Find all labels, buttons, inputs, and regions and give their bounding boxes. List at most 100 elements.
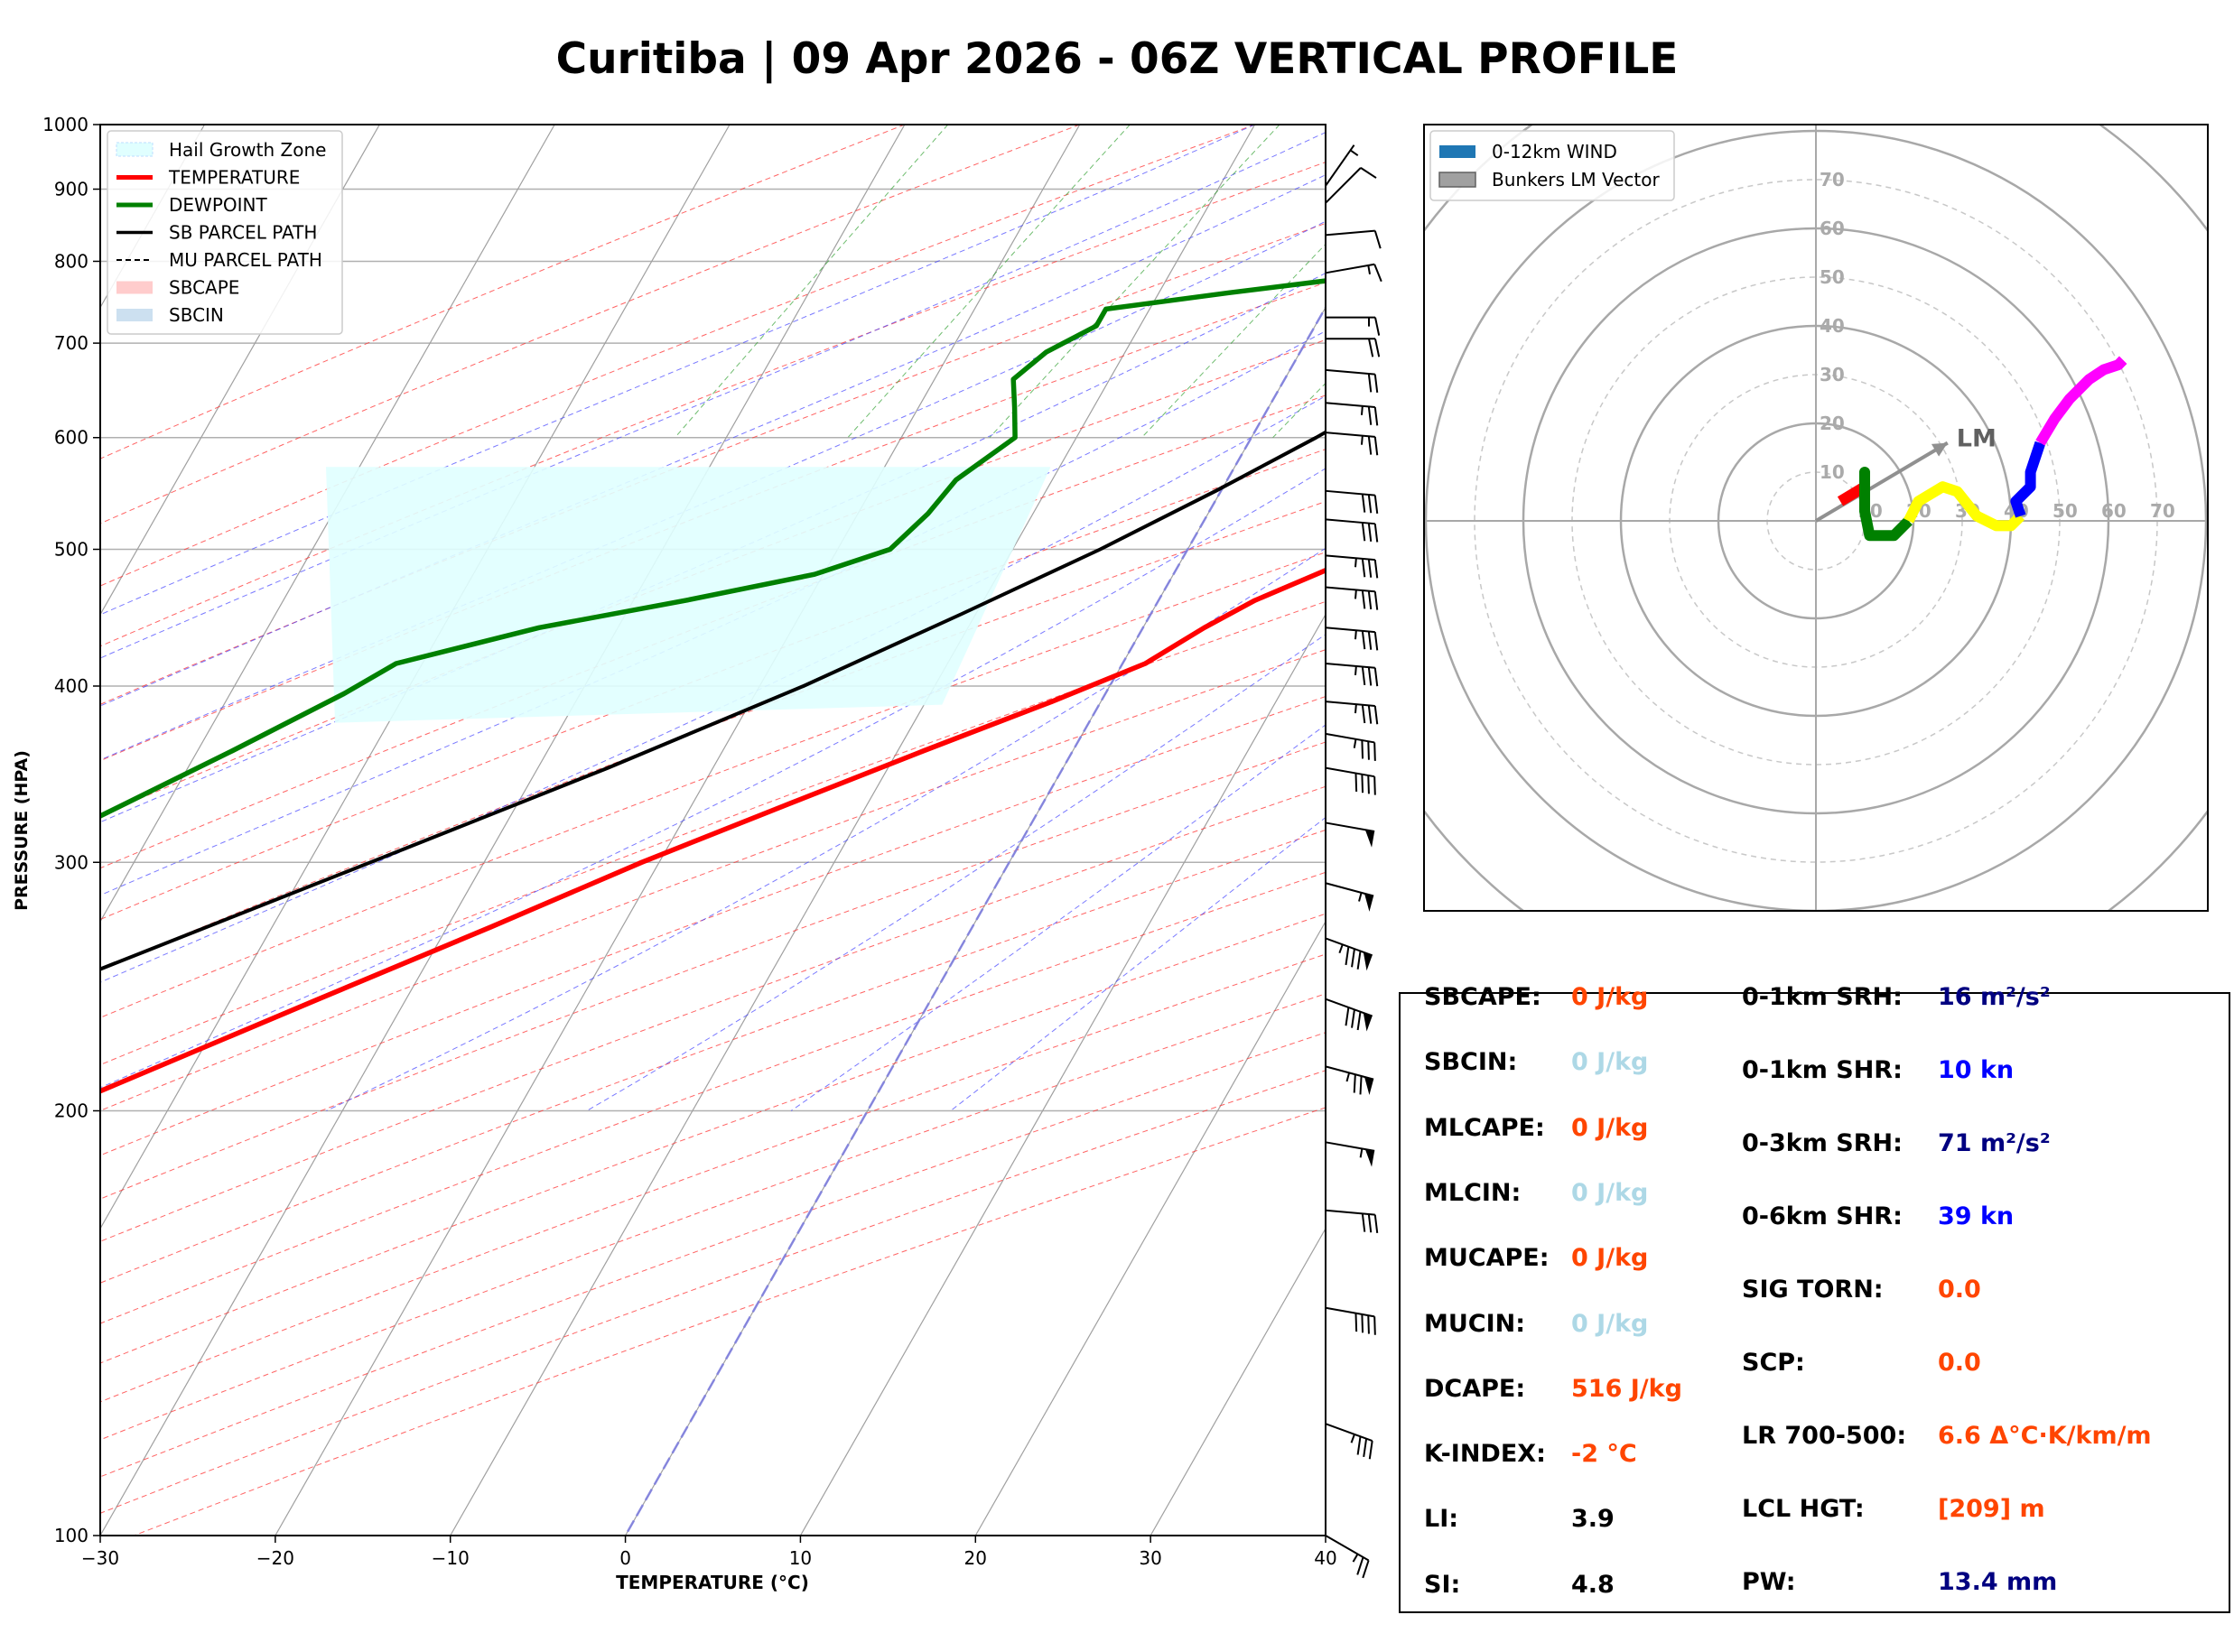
stat-label: MUCAPE: [1424,1244,1550,1273]
wind-barb [1326,338,1381,357]
wind-barb [1325,821,1375,848]
stat-label: SIG TORN: [1742,1276,1884,1304]
dry-adiabat [100,394,1326,869]
x-tick-label: −10 [432,1547,470,1569]
legend-entry-hail: Hail Growth Zone [116,139,326,161]
stat-value: 0.0 [1938,1276,1981,1304]
isotherm-line [450,125,1256,1536]
isotherm-line [100,125,380,616]
wind-barb [1325,882,1374,912]
mixing-ratio-line [675,125,949,439]
wind-barb [1325,701,1379,725]
wind-barb [1325,662,1379,687]
x-tick-label: 30 [1139,1547,1161,1569]
dry-adiabat [100,871,1326,1324]
x-tick-label: 40 [1314,1547,1336,1569]
stat-value: 16 m²/s² [1938,983,2051,1011]
dry-adiabat [100,649,1326,1111]
wind-barb [1325,432,1379,456]
wind-barb [1325,229,1382,249]
x-tick-label: −20 [256,1547,294,1569]
dry-adiabat [100,125,1255,587]
stat-value: 4.8 [1571,1570,1615,1599]
dry-adiabat [100,449,1326,921]
wind-barb [1325,1065,1374,1096]
dewpoint-line [100,278,1326,820]
stat-value: 3.9 [1571,1505,1615,1534]
y-tick-label: 400 [54,675,88,697]
wind-barb [1325,263,1382,283]
dry-adiabat [100,913,1326,1364]
mixing-ratio-line [989,125,1280,439]
stat-label: LR 700-500: [1742,1422,1907,1450]
mixing-ratio-line [1361,125,1673,438]
mixing-ratio-line [847,125,1131,439]
y-tick-label: 700 [54,332,88,354]
dry-adiabat [100,695,1326,1156]
wind-barb [1325,518,1379,543]
stat-value: 39 kn [1938,1202,2015,1230]
mixing-ratio-line [1141,243,1326,439]
legend-label: Hail Growth Zone [169,139,326,161]
moist-adiabat [100,272,1326,823]
y-axis-label: PRESSURE (HPA) [12,750,32,911]
isotherm-line [100,125,906,1536]
stat-label: PW: [1742,1568,1796,1596]
isotherm-line [625,306,1326,1536]
moist-adiabat [100,220,1326,761]
isotherm-line [100,125,731,1230]
y-tick-label: 100 [54,1525,88,1546]
mixing-ratio-line [1480,125,1800,438]
x-tick-label: 10 [789,1547,812,1569]
dry-adiabat [100,162,1326,647]
dry-adiabat [100,125,1080,524]
isotherm-line [275,125,1081,1536]
stat-value: 6.6 Δ°C·K/km/m [1938,1422,2152,1450]
dry-adiabat [100,741,1326,1200]
wind-barb [1325,144,1359,187]
y-tick-label: 900 [54,179,88,200]
wind-barb [1325,1535,1370,1579]
mixing-ratio-line [1667,125,1998,438]
stat-label: DCAPE: [1424,1374,1526,1403]
dry-adiabat [100,829,1326,1284]
sb-parcel-path [100,430,1326,971]
skew-t-frame [99,124,1326,1536]
wind-barb [1325,1423,1373,1460]
dry-adiabat [100,785,1326,1242]
stat-label: SBCAPE: [1424,983,1541,1011]
wind-barb [1326,316,1381,336]
isotherm-line [1150,1227,1326,1536]
moist-adiabat [100,174,1326,707]
stat-label: 0-6km SHR: [1742,1202,1903,1230]
legend-entry-dew: DEWPOINT [116,194,267,216]
hail-growth-zone [326,467,1051,723]
y-tick-label: 800 [54,250,88,272]
stat-label: LI: [1424,1505,1459,1534]
moist-adiabat [790,724,1326,1111]
legend-label: MU PARCEL PATH [169,249,322,271]
isotherm-line [799,613,1326,1536]
moist-adiabat [100,395,1326,983]
wind-barb [1325,626,1379,651]
dry-adiabat [100,600,1326,1066]
wind-barb [1325,1141,1375,1167]
stat-label: 0-1km SRH: [1742,983,1903,1011]
stat-value: 13.4 mm [1938,1568,2058,1596]
legend-entry-cape: SBCAPE [116,277,239,299]
stat-label: MUCIN: [1424,1309,1526,1338]
dry-adiabat [100,222,1326,705]
legend-entry-cin: SBCIN [116,304,224,326]
moist-adiabat [100,125,1255,616]
stat-value: 0 J/kg [1571,1309,1649,1338]
wind-barb [1325,1209,1379,1234]
stat-label: K-INDEX: [1424,1440,1546,1469]
legend-label: DEWPOINT [169,194,267,216]
sounding-parameters-panel: SBCAPE: 0 J/kg SBCIN: 0 J/kg MLCAPE: 0 J/kg ML… [1399,983,2230,1613]
moist-adiabat [100,132,1326,659]
stat-label: 0-1km SHR: [1742,1056,1903,1084]
moist-adiabat [100,468,1326,1089]
y-tick-label: 600 [54,427,88,449]
x-tick-label: 0 [619,1547,631,1569]
